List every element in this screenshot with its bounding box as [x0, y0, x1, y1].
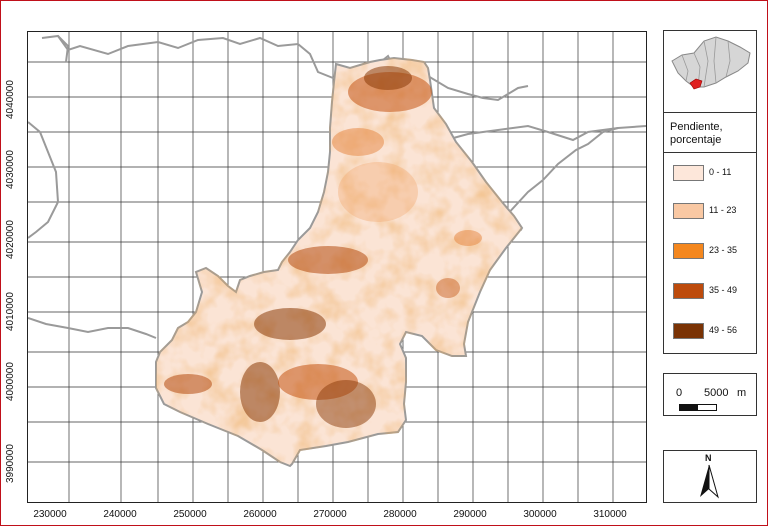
legend-title: Pendiente, porcentaje: [670, 121, 723, 146]
y-tick-label: 3990000: [5, 444, 16, 483]
andalusia-locator-icon: [671, 36, 751, 90]
x-tick-label: 230000: [33, 509, 67, 520]
legend-swatch: [673, 203, 704, 219]
legend-swatch: [673, 165, 704, 181]
scale-unit: m: [737, 387, 747, 399]
x-tick-label: 300000: [523, 509, 557, 520]
north-label: N: [705, 453, 712, 463]
x-tick-label: 280000: [383, 509, 417, 520]
y-tick-label: 4040000: [5, 80, 16, 119]
legend-label: 23 - 35: [709, 245, 738, 255]
x-tick-label: 270000: [313, 509, 347, 520]
locator-map: [663, 30, 757, 123]
legend-swatch: [673, 243, 704, 259]
legend: Pendiente, porcentaje 0 - 11 11 - 23 23 - …: [663, 112, 757, 354]
legend-label: 11 - 23: [709, 205, 737, 215]
legend-divider: [664, 152, 756, 153]
slope-map: [28, 32, 646, 502]
y-tick-label: 4010000: [5, 292, 16, 331]
study-area-highlight: [689, 78, 703, 90]
x-tick-label: 290000: [453, 509, 487, 520]
scale-bar-box: 0 5000 m: [663, 373, 757, 416]
x-tick-label: 310000: [593, 509, 627, 520]
north-arrow-icon: [700, 464, 719, 499]
map-panel[interactable]: [27, 31, 647, 503]
legend-swatch: [673, 323, 704, 339]
scale-distance: 5000: [704, 387, 729, 399]
y-tick-label: 4020000: [5, 220, 16, 259]
legend-label: 0 - 11: [709, 167, 732, 177]
x-tick-label: 260000: [243, 509, 277, 520]
legend-label: 35 - 49: [709, 285, 738, 295]
legend-swatch: [673, 283, 704, 299]
x-tick-label: 240000: [103, 509, 137, 520]
legend-label: 49 - 56: [709, 325, 738, 335]
y-tick-label: 4030000: [5, 150, 16, 189]
north-arrow-box: N: [663, 450, 757, 503]
scale-bar: [679, 404, 717, 411]
scale-zero: 0: [676, 387, 683, 399]
x-tick-label: 250000: [173, 509, 207, 520]
steep-slope-zones: [164, 66, 482, 428]
y-tick-label: 4000000: [5, 362, 16, 401]
